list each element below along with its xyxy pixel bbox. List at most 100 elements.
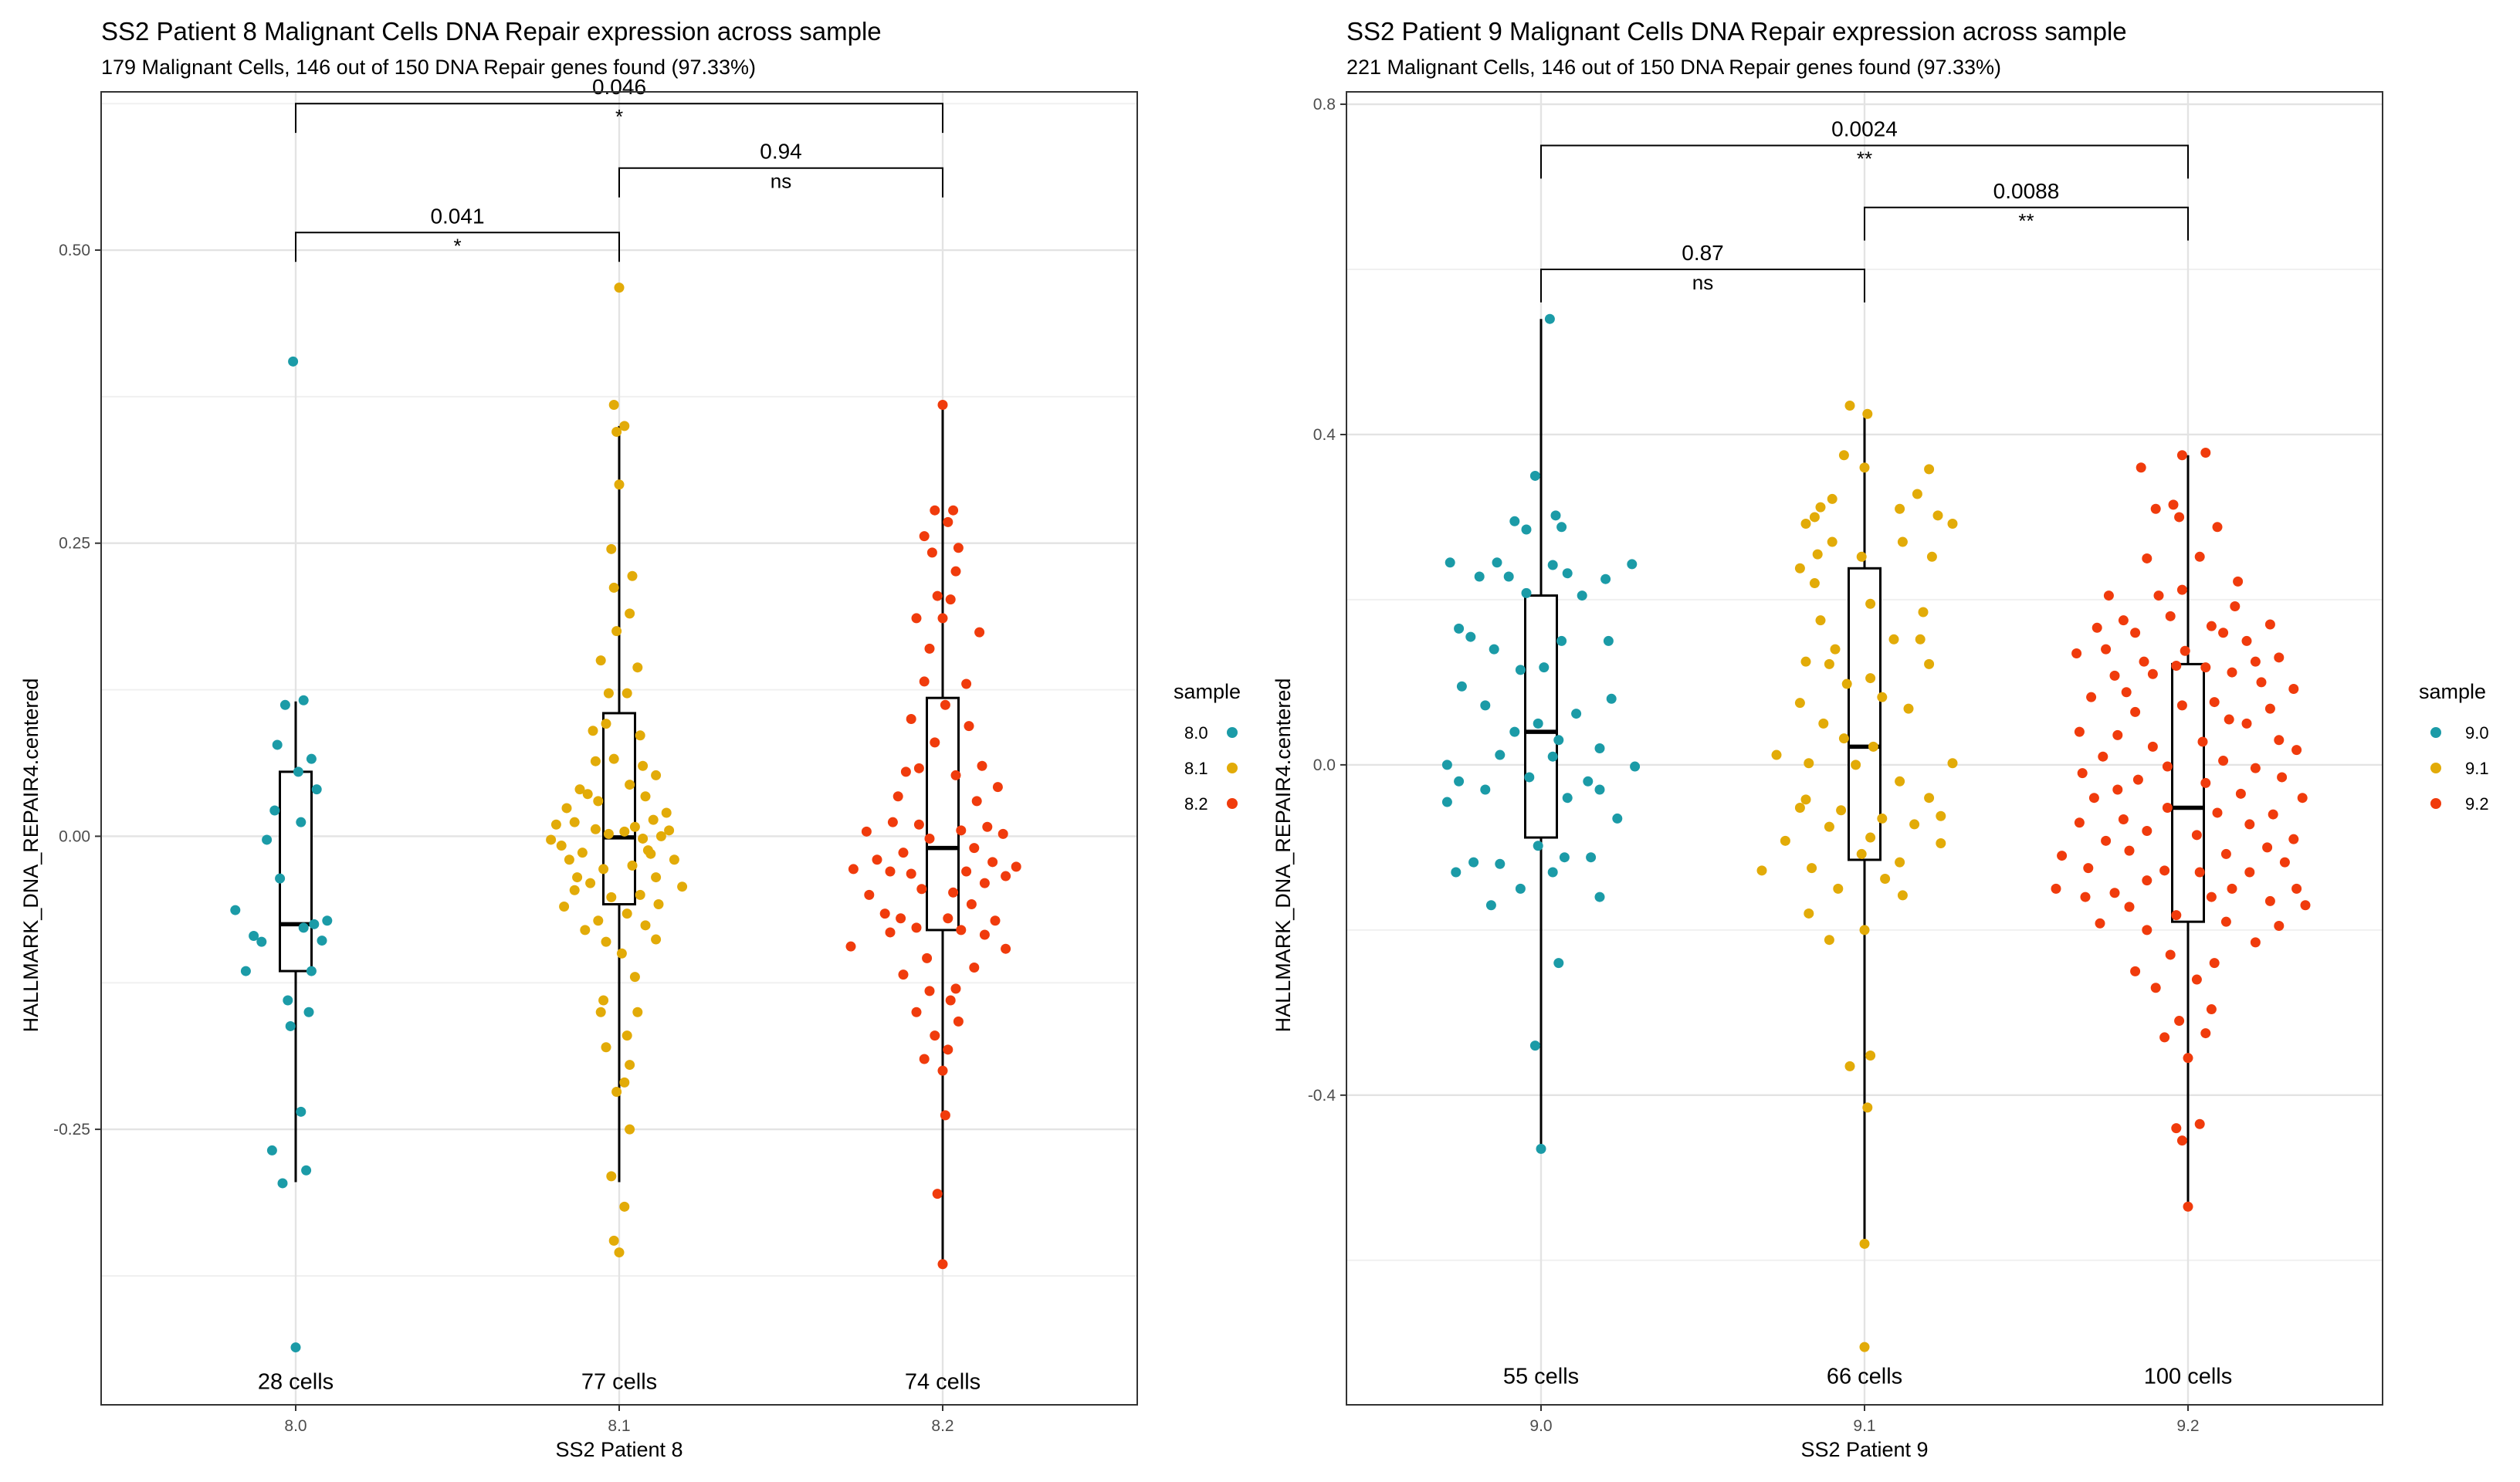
data-point xyxy=(1865,673,1876,684)
data-point xyxy=(1495,749,1506,760)
y-axis-title: HALLMARK_DNA_REPAIR4.centered xyxy=(19,678,42,1033)
data-point xyxy=(916,884,927,895)
data-point xyxy=(616,948,627,959)
box xyxy=(279,770,313,973)
data-point xyxy=(945,594,956,605)
data-point xyxy=(864,889,875,900)
data-point xyxy=(1503,571,1514,582)
data-point xyxy=(1562,568,1573,579)
data-point xyxy=(585,878,596,888)
data-point xyxy=(1454,623,1465,634)
data-point xyxy=(1936,838,1946,849)
data-point xyxy=(1509,516,1520,526)
data-point xyxy=(601,1042,611,1053)
data-point xyxy=(937,613,948,624)
data-point xyxy=(1468,857,1479,868)
data-point xyxy=(913,819,924,830)
data-point xyxy=(2250,763,2261,773)
data-point xyxy=(1544,313,1555,324)
data-point xyxy=(2191,974,2202,985)
data-point xyxy=(1553,735,1564,746)
y-tick-label: 0.00 xyxy=(59,827,90,845)
y-tick-label: 0.0 xyxy=(1313,756,1336,774)
data-point xyxy=(2250,656,2261,667)
data-point xyxy=(603,828,614,839)
data-point xyxy=(577,848,588,858)
data-point xyxy=(924,986,935,996)
data-point xyxy=(1600,574,1611,584)
data-point xyxy=(2279,857,2290,868)
data-point xyxy=(1815,502,1826,513)
data-point xyxy=(1454,776,1465,787)
data-point xyxy=(564,854,574,865)
data-point xyxy=(2180,645,2190,656)
data-point xyxy=(611,426,622,437)
data-point xyxy=(1441,797,1452,807)
data-point xyxy=(283,995,293,1006)
data-point xyxy=(2124,845,2135,856)
data-point xyxy=(619,1201,630,1212)
data-point xyxy=(619,1077,630,1088)
data-point xyxy=(2191,830,2202,841)
data-point xyxy=(1550,510,1561,521)
box xyxy=(602,712,636,905)
data-point xyxy=(279,699,290,710)
data-point xyxy=(1862,408,1873,419)
data-point xyxy=(1833,883,1844,894)
data-point xyxy=(1456,681,1467,692)
data-point xyxy=(603,688,614,699)
data-point xyxy=(1880,874,1891,885)
data-point xyxy=(2194,867,2205,878)
data-point xyxy=(969,843,980,854)
significance-label: ** xyxy=(2018,209,2034,232)
data-point xyxy=(661,807,672,818)
data-point xyxy=(964,721,974,732)
data-point xyxy=(635,730,645,741)
x-axis-title: SS2 Patient 9 xyxy=(1800,1438,1928,1461)
data-point xyxy=(1824,821,1834,832)
legend-label: 9.1 xyxy=(2465,759,2489,778)
box xyxy=(1848,567,1882,861)
data-point xyxy=(1556,635,1567,646)
data-point xyxy=(317,936,327,946)
x-tick-label: 9.1 xyxy=(1853,1417,1875,1435)
data-point xyxy=(992,782,1003,793)
data-point xyxy=(611,626,622,637)
data-point xyxy=(2200,448,2211,458)
chart-subtitle: 221 Malignant Cells, 146 out of 150 DNA … xyxy=(1346,56,2001,79)
data-point xyxy=(2057,851,2068,861)
data-point xyxy=(898,848,909,858)
legend-label: 8.0 xyxy=(1184,723,1208,743)
data-point xyxy=(1877,813,1888,824)
data-point xyxy=(1474,571,1485,582)
legend: sample 9.0 9.1 9.2 xyxy=(2419,680,2489,814)
data-point xyxy=(2176,700,2187,711)
data-point xyxy=(2159,1032,2170,1043)
data-point xyxy=(966,898,977,909)
data-point xyxy=(1936,810,1946,821)
data-point xyxy=(625,608,635,619)
legend-item: 9.1 xyxy=(2430,759,2489,778)
data-point xyxy=(2268,809,2278,820)
data-point xyxy=(606,1171,617,1182)
data-point xyxy=(293,766,303,777)
data-point xyxy=(987,857,998,868)
data-point xyxy=(969,963,980,973)
data-point xyxy=(1862,1102,1873,1113)
data-point xyxy=(2074,817,2085,828)
data-point xyxy=(640,791,651,802)
data-point xyxy=(1868,741,1878,752)
data-points xyxy=(1441,313,2311,1352)
data-point xyxy=(611,1086,622,1097)
data-point xyxy=(922,952,933,963)
data-point xyxy=(1630,761,1641,772)
data-point xyxy=(1856,551,1867,562)
data-point xyxy=(2153,590,2164,601)
legend-item: 8.0 xyxy=(1184,723,1238,743)
data-point xyxy=(950,983,961,994)
data-point xyxy=(924,833,935,844)
data-point xyxy=(303,1007,314,1017)
significance-label: ns xyxy=(1692,271,1713,294)
data-point xyxy=(930,737,940,748)
